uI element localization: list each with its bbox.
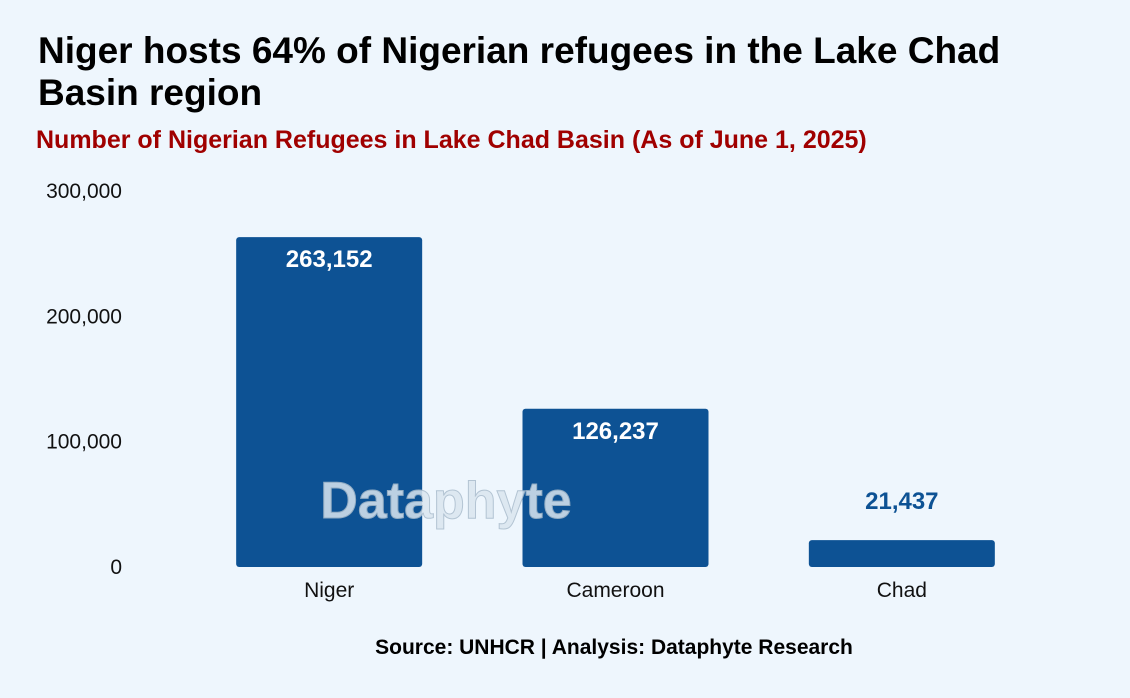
bar-cameroon: [522, 408, 709, 567]
y-axis: 0 100,000 200,000 300,000: [46, 180, 122, 579]
x-tick-label: Niger: [304, 579, 354, 602]
bar-niger: [236, 237, 423, 567]
source-note: Source: UNHCR | Analysis: Dataphyte Rese…: [375, 636, 853, 659]
x-tick-label: Cameroon: [566, 579, 664, 602]
bars: [236, 237, 995, 567]
watermark-logo: Dataphyte: [320, 472, 571, 530]
data-labels: 263,152 126,237 21,437: [286, 246, 939, 515]
bar-chad: [808, 540, 995, 567]
chart-title: Niger hosts 64% of Nigerian refugees in …: [38, 30, 1001, 113]
y-tick-label: 300,000: [46, 180, 122, 203]
y-tick-label: 200,000: [46, 305, 122, 328]
bar-chart: 0 100,000 200,000 300,000 Dataphyte 263,152…: [46, 180, 995, 602]
data-label: 21,437: [865, 488, 938, 515]
data-label: 126,237: [572, 418, 659, 445]
data-label: 263,152: [286, 246, 373, 273]
x-axis: Niger Cameroon Chad: [304, 579, 927, 602]
y-tick-label: 0: [110, 556, 122, 579]
y-tick-label: 100,000: [46, 431, 122, 454]
chart-subtitle: Number of Nigerian Refugees in Lake Chad…: [36, 126, 867, 154]
x-tick-label: Chad: [877, 579, 927, 602]
